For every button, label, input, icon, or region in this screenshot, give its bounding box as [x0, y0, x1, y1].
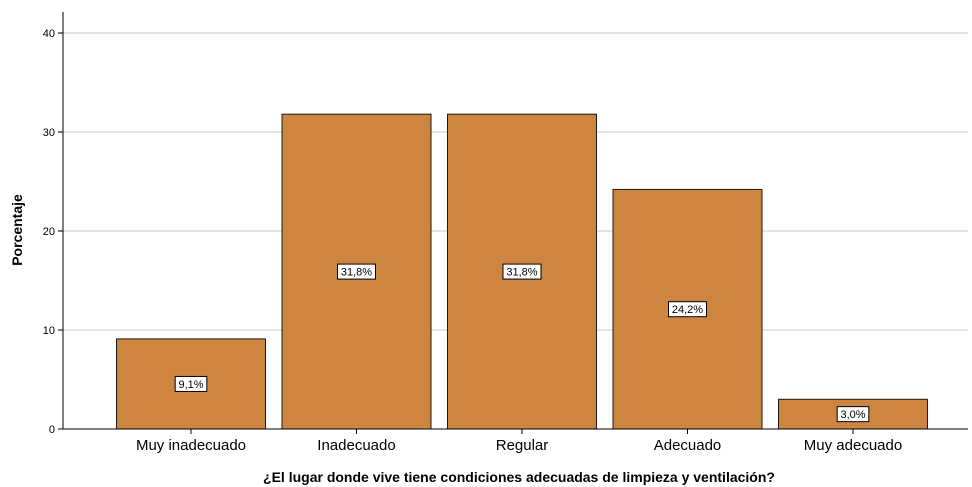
labels: 0 10 20 30 40 Muy inadecuado 9,1% Inadecuado 31,… — [43, 28, 902, 454]
data-label-box — [502, 263, 542, 280]
x-tick-label: Muy adecuado — [804, 437, 902, 454]
x-tick-label: Muy inadecuado — [136, 437, 246, 454]
data-label: 24,2% — [672, 304, 703, 316]
x-axis-title: ¿El lugar donde vive tiene condiciones a… — [263, 469, 775, 485]
y-tick-label: 30 — [43, 127, 55, 139]
data-label-box — [337, 263, 376, 280]
y-tick-label: 0 — [49, 424, 55, 436]
y-axis-title: Porcentaje — [9, 194, 25, 266]
data-label: 31,8% — [506, 267, 537, 279]
data-label-box — [836, 406, 870, 423]
axes — [58, 12, 968, 434]
x-tick-label: Inadecuado — [317, 437, 395, 454]
data-label: 31,8% — [341, 267, 372, 279]
x-tick-label: Adecuado — [654, 437, 722, 454]
y-tick-label: 20 — [43, 226, 55, 238]
data-label: 3,0% — [840, 409, 865, 421]
y-tick-label: 40 — [43, 28, 55, 40]
data-label-box — [668, 301, 707, 318]
y-tick-label: 10 — [43, 325, 55, 337]
data-label: 9,1% — [178, 379, 203, 391]
data-label-box — [174, 375, 208, 392]
x-tick-label: Regular — [496, 437, 549, 454]
